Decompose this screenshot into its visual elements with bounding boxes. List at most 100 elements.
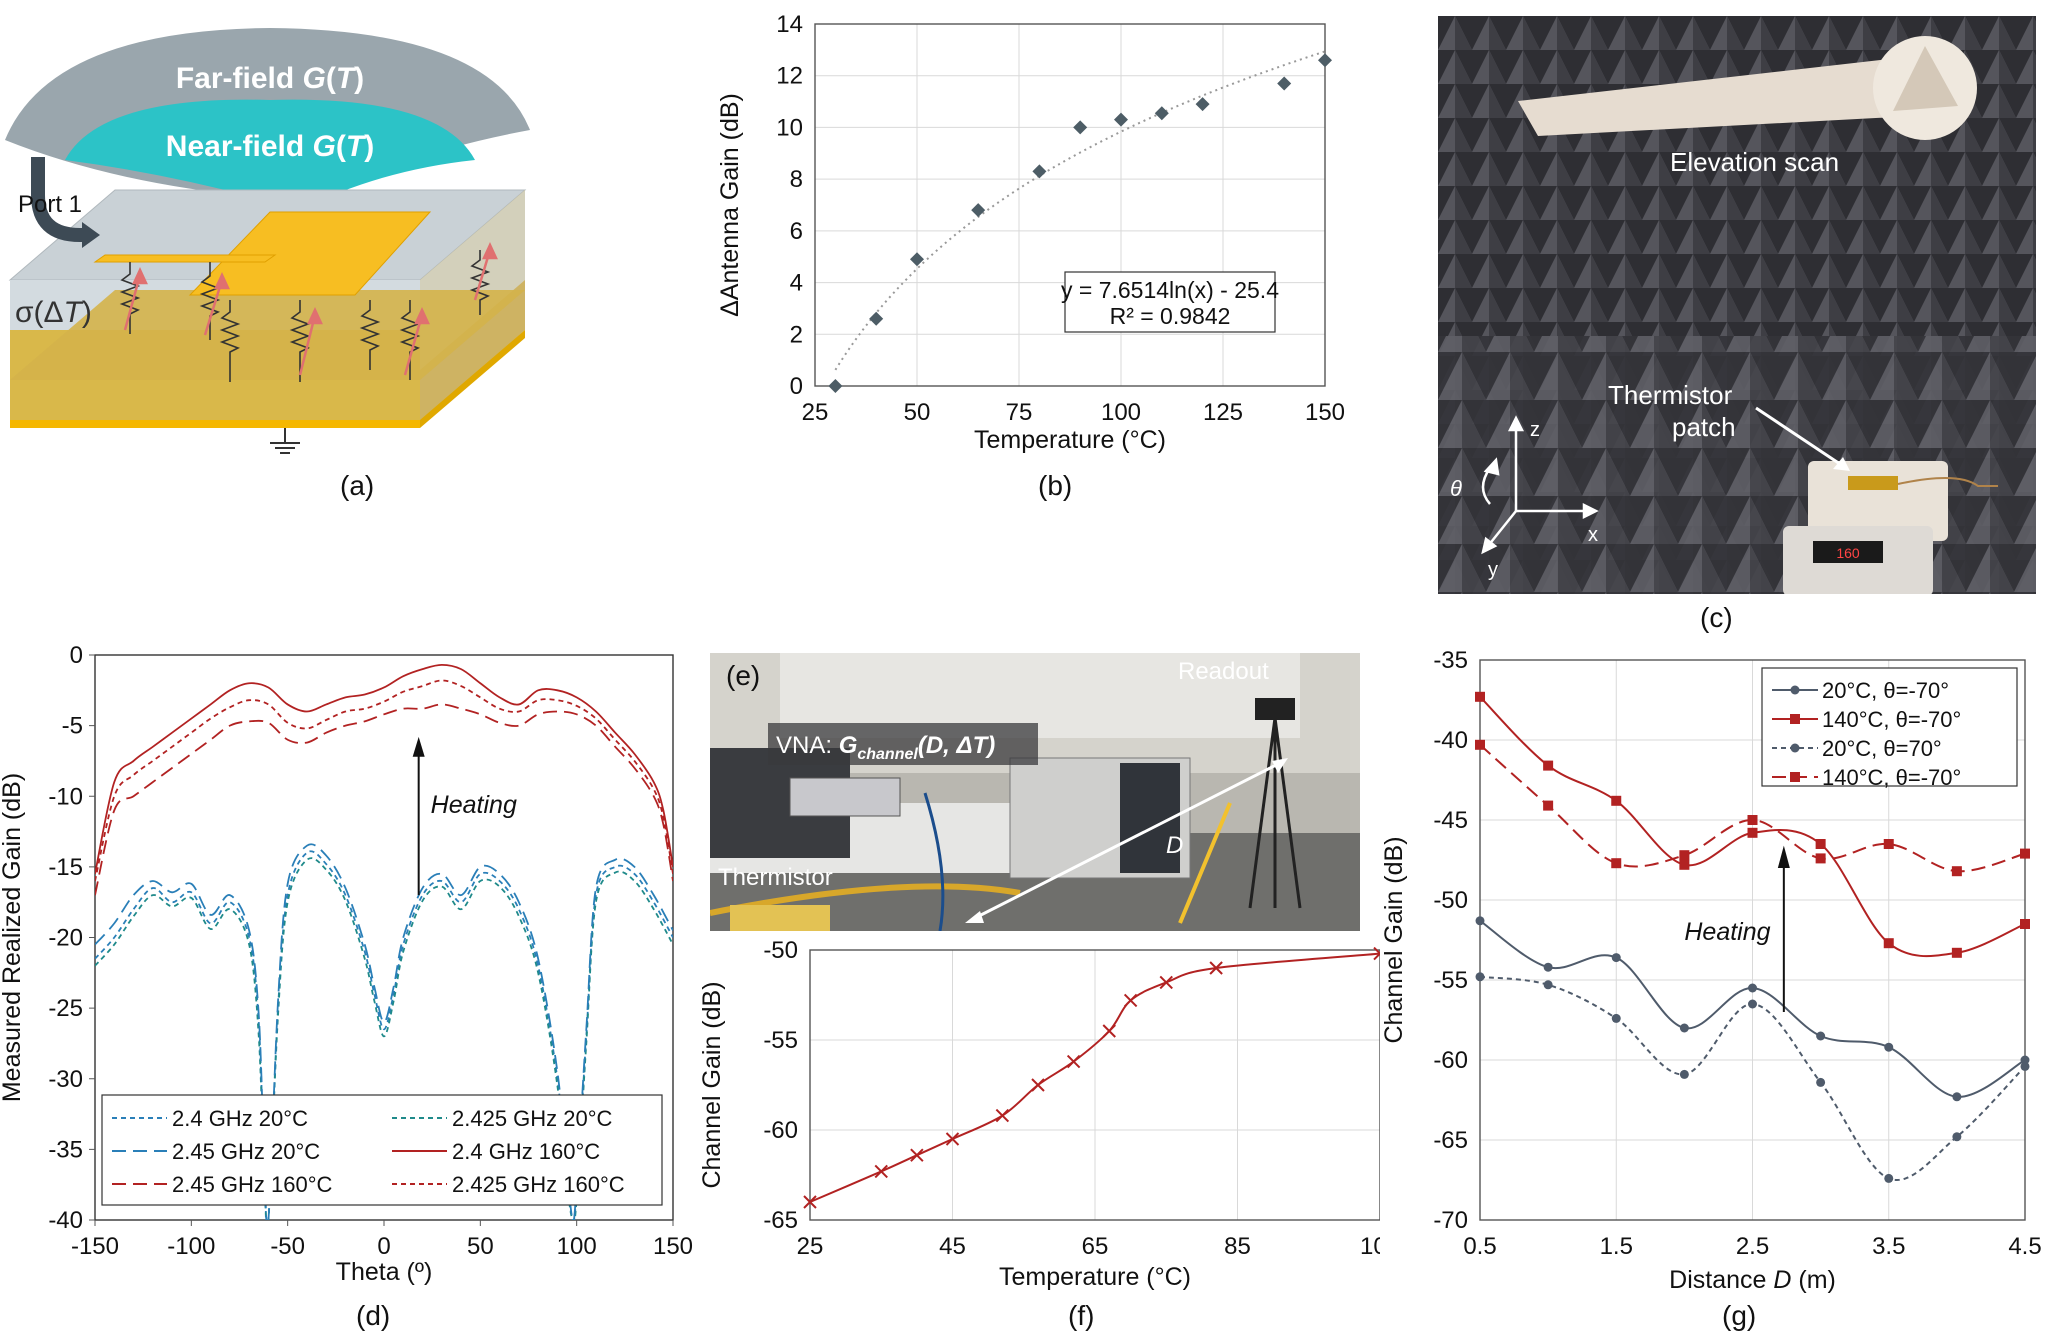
x-tick-label: 125 xyxy=(1203,399,1243,426)
data-point xyxy=(1543,800,1554,811)
y-tick-label: 2 xyxy=(790,321,803,348)
legend-marker xyxy=(1790,685,1800,695)
elevation-scan-label: Elevation scan xyxy=(1670,147,1839,177)
y-tick-label: -55 xyxy=(1433,967,1468,994)
lab-scene: VNA: Gchannel(D, ΔT) Readout Thermistor … xyxy=(710,653,1360,931)
distance-label: D xyxy=(1166,832,1183,859)
y-axis-label: ΔAntenna Gain (dB) xyxy=(716,93,744,317)
data-point xyxy=(2020,848,2030,859)
theta-label: θ xyxy=(1450,476,1462,501)
data-point xyxy=(1747,815,1758,825)
thermistor-photo-label: Thermistor xyxy=(718,864,833,891)
legend-label: 140°C, θ=-70° xyxy=(1822,707,1961,732)
data-point xyxy=(1114,112,1128,127)
scan-arm xyxy=(1518,58,1913,136)
y-tick-label: -20 xyxy=(48,925,83,952)
y-tick-label: -5 xyxy=(62,713,83,740)
y-axis-label: Measured Realized Gain (dB) xyxy=(0,773,26,1102)
y-tick-label: -70 xyxy=(1433,1207,1468,1234)
data-point xyxy=(1747,827,1758,838)
data-point xyxy=(1475,739,1485,750)
x-tick-label: -100 xyxy=(167,1233,215,1260)
legend: 20°C, θ=-70° 140°C, θ=-70° 20°C, θ=70° 140°… xyxy=(1761,667,2018,790)
chart-g-svg: 0.5 1.5 2.5 3.5 4.5 -35 -40 -45 -50 -55 -60 -65 -70 H… xyxy=(1380,647,2042,1294)
y-tick-label: 14 xyxy=(776,11,803,38)
legend-marker xyxy=(1790,714,1800,724)
near-field-region xyxy=(65,99,475,210)
data-point xyxy=(1815,853,1826,864)
data-point xyxy=(1543,760,1554,771)
y-tick-label: 0 xyxy=(70,642,83,669)
plot-frame xyxy=(1479,659,2026,1221)
legend-label: 2.425 GHz 160°C xyxy=(452,1172,625,1197)
y-tick-label: 0 xyxy=(790,373,803,400)
chart-b-svg: 25 50 75 100 125 150 0 2 4 6 8 10 12 14 y = 7.6514ln(x… xyxy=(716,11,1345,454)
chart-d-svg: -150 -100 -50 0 50 100 150 0 -5 -10 -15 -20 -25 -30 -3… xyxy=(0,642,693,1286)
equation-label: y = 7.6514ln(x) - 25.4 xyxy=(1061,277,1279,303)
feed-line xyxy=(93,254,277,263)
legend-label: 2.425 GHz 20°C xyxy=(452,1106,613,1131)
x-tick-label: 105 xyxy=(1360,1233,1380,1260)
data-point xyxy=(803,1195,817,1209)
panel-label-g: (g) xyxy=(1722,1300,1757,1331)
x-tick-label: 100 xyxy=(1101,399,1141,426)
legend-label: 2.45 GHz 20°C xyxy=(172,1139,320,1164)
data-point xyxy=(1748,983,1757,993)
data-point xyxy=(1611,795,1622,806)
near-field-label: Near-field G(T) xyxy=(166,130,374,163)
panel-label-c: (c) xyxy=(1700,602,1733,633)
equation-box xyxy=(1064,271,1276,333)
legend-marker xyxy=(1790,772,1800,782)
x-tick-label: 25 xyxy=(802,399,829,426)
data-point xyxy=(1102,1024,1116,1038)
readout-antenna xyxy=(1255,698,1295,720)
panel-a-schematic: Far-field G(T) Near-field G(T) Port 1 σ(… xyxy=(0,0,560,470)
plot-area: -150 -100 -50 0 50 100 150 0 -5 -10 -15 -20 -25 -30 -3… xyxy=(0,642,693,1286)
x-tick-label: 150 xyxy=(1305,399,1345,426)
data-point xyxy=(995,1108,1010,1123)
data-point xyxy=(1159,975,1173,990)
x-axis-label: Temperature (°C) xyxy=(974,426,1166,454)
plot-area: 25 50 75 100 125 150 0 2 4 6 8 10 12 14 y = 7.6514ln(x… xyxy=(716,11,1345,454)
y-tick-label: -35 xyxy=(1433,647,1468,674)
port-arrow xyxy=(31,157,85,242)
x-tick-label: 100 xyxy=(557,1233,597,1260)
data-point xyxy=(910,1148,924,1162)
data-point xyxy=(1883,839,1894,849)
legend-label: 140°C, θ=-70° xyxy=(1822,765,1961,790)
legend-label: 2.45 GHz 160°C xyxy=(172,1172,333,1197)
x-tick-label: 4.5 xyxy=(2008,1233,2041,1260)
vna-label: VNA: Gchannel(D, ΔT) xyxy=(776,732,995,763)
trendline xyxy=(834,50,1326,371)
data-point xyxy=(1679,1069,1689,1079)
x-tick-label: 50 xyxy=(904,399,931,426)
data-point xyxy=(1318,53,1332,68)
legend-label: 20°C, θ=70° xyxy=(1822,736,1942,761)
data-point xyxy=(1209,961,1223,975)
panel-label-b: (b) xyxy=(1038,470,1073,501)
data-point xyxy=(2020,1061,2030,1071)
data-point xyxy=(1816,1031,1826,1041)
data-point xyxy=(2020,919,2030,929)
data-point xyxy=(874,1164,888,1179)
data-point xyxy=(1611,858,1622,869)
thermistor-label: Thermistor xyxy=(1608,380,1733,410)
patch-label: patch xyxy=(1672,412,1736,442)
data-point xyxy=(1475,972,1485,982)
anechoic-chamber: 160 z x y θ Elevation scan Thermistor pa… xyxy=(1438,16,2036,594)
y-tick-label: -35 xyxy=(48,1136,83,1163)
ground-plane xyxy=(10,290,525,380)
x-tick-label: -50 xyxy=(270,1233,305,1260)
series-line xyxy=(95,857,673,1220)
y-tick-label: -65 xyxy=(1433,1127,1468,1154)
x-tick-label: 3.5 xyxy=(1872,1233,1905,1260)
legend-label: 2.4 GHz 20°C xyxy=(172,1106,308,1131)
panel-c-anechoic-photo: 160 z x y θ Elevation scan Thermistor pa… xyxy=(1438,16,2036,594)
y-tick-label: -45 xyxy=(1433,807,1468,834)
x-axis-label: Temperature (°C) xyxy=(999,1263,1191,1291)
data-point xyxy=(1679,1023,1689,1033)
panel-d-chart: -150 -100 -50 0 50 100 150 0 -5 -10 -15 -20 -25 -30 -3… xyxy=(0,640,700,1335)
x-tick-label: -150 xyxy=(71,1233,119,1260)
readout-label: Readout xyxy=(1178,658,1269,685)
y-tick-label: -65 xyxy=(763,1207,798,1234)
